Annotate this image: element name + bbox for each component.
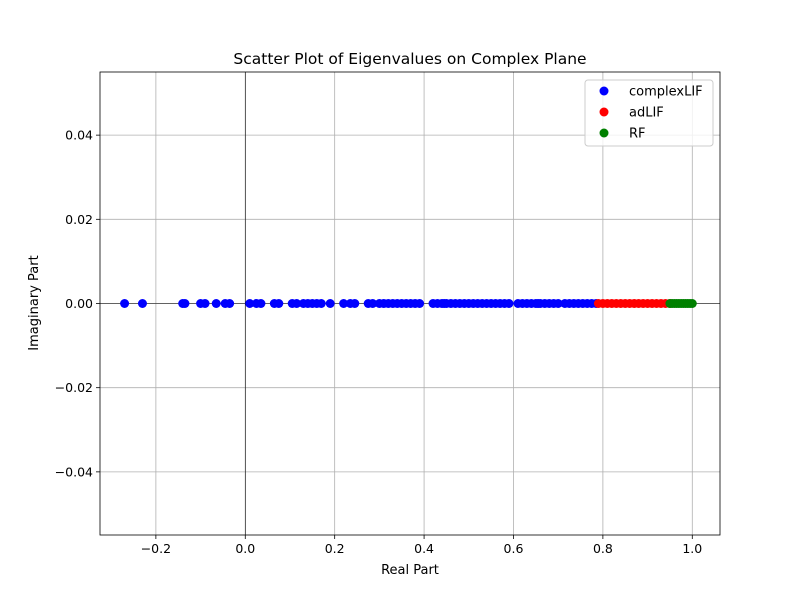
series-adLIF xyxy=(593,299,675,308)
data-point xyxy=(211,299,221,308)
data-point xyxy=(274,299,284,308)
data-point xyxy=(325,299,335,308)
data-point xyxy=(687,299,697,308)
legend-marker xyxy=(599,107,609,117)
y-tick-label: 0.02 xyxy=(65,212,93,227)
legend-frame xyxy=(584,79,714,147)
data-point xyxy=(180,299,190,308)
y-axis-ticks: −0.04 −0.02 0.00 0.02 0.04 xyxy=(55,128,100,479)
legend-marker xyxy=(599,86,609,96)
data-point xyxy=(225,299,235,308)
series-complexLIF xyxy=(120,299,601,308)
data-point xyxy=(350,299,360,308)
legend-label: complexLIF xyxy=(629,85,703,100)
x-axis-label: Real Part xyxy=(381,563,439,578)
legend: complexLIF adLIF RF xyxy=(584,79,714,147)
y-tick-label: 0.00 xyxy=(65,296,93,311)
legend-label: adLIF xyxy=(629,106,664,121)
data-point xyxy=(137,299,147,308)
legend-label: RF xyxy=(629,127,646,142)
data-point xyxy=(368,299,378,308)
legend-marker xyxy=(599,128,609,138)
y-tick-label: 0.04 xyxy=(65,128,93,143)
data-point xyxy=(200,299,210,308)
x-tick-label: 0.0 xyxy=(235,541,255,556)
data-point xyxy=(504,299,514,308)
x-tick-label: 0.6 xyxy=(504,541,524,556)
series-RF xyxy=(665,299,697,308)
x-tick-label: 0.8 xyxy=(593,541,613,556)
x-tick-label: 0.2 xyxy=(325,541,345,556)
data-point xyxy=(256,299,266,308)
data-point xyxy=(339,299,349,308)
data-point xyxy=(292,299,302,308)
data-points xyxy=(120,299,697,308)
data-point xyxy=(553,299,563,308)
data-point xyxy=(316,299,326,308)
data-point xyxy=(415,299,425,308)
chart-title: Scatter Plot of Eigenvalues on Complex P… xyxy=(233,50,586,68)
data-point xyxy=(245,299,255,308)
y-tick-label: −0.02 xyxy=(55,380,93,395)
x-tick-label: 1.0 xyxy=(682,541,702,556)
data-point xyxy=(120,299,130,308)
y-axis-label: Imaginary Part xyxy=(27,255,42,350)
x-tick-label: 0.4 xyxy=(414,541,434,556)
x-axis-ticks: −0.2 0.0 0.2 0.4 0.6 0.8 1.0 xyxy=(141,535,702,556)
x-tick-label: −0.2 xyxy=(141,541,171,556)
y-tick-label: −0.04 xyxy=(55,464,93,479)
